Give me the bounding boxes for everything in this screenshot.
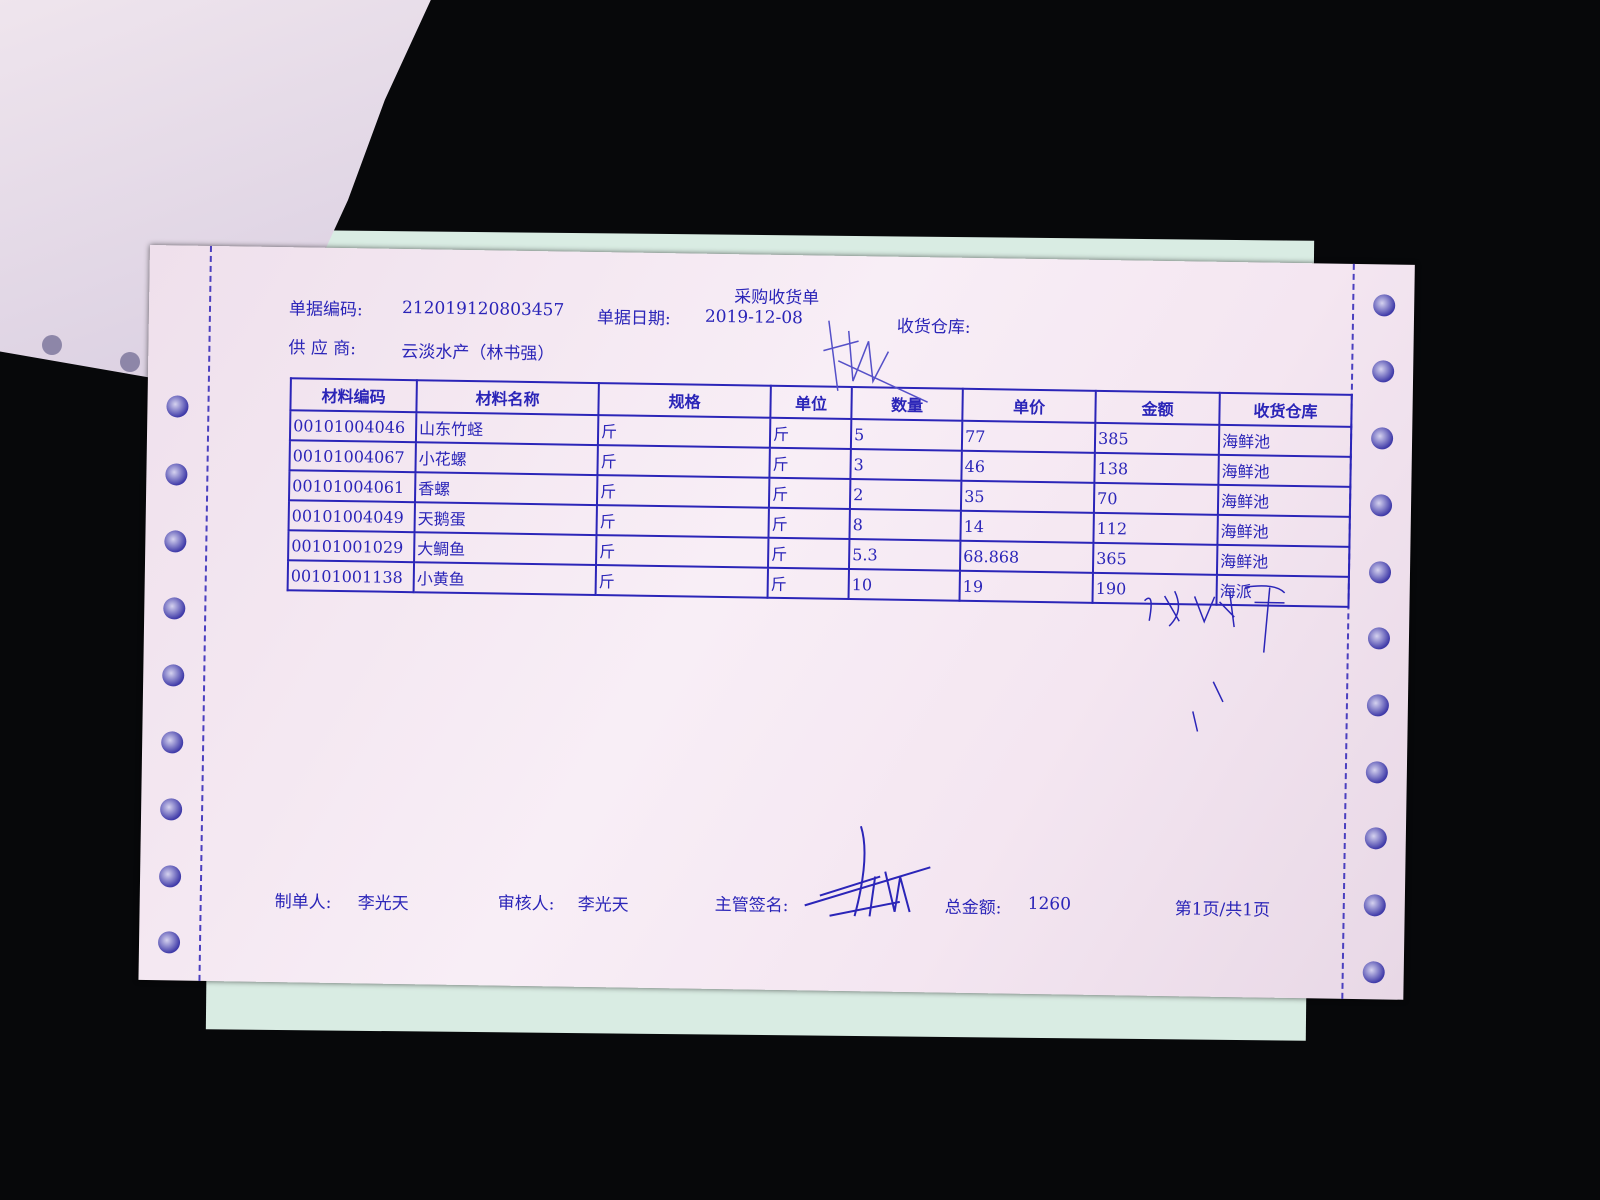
table-cell: 112 [1093,512,1218,545]
col-header: 金额 [1095,390,1220,425]
total-amount: 1260 [1027,893,1072,915]
table-cell: 00101001029 [288,530,415,563]
header-signature [823,320,928,403]
right-perforated-strip [1341,263,1415,1000]
col-header: 收货仓库 [1219,392,1352,427]
table-cell: 35 [960,480,1095,513]
table-cell: 斤 [769,447,851,480]
col-header: 规格 [598,383,771,418]
table-cell: 斤 [597,445,770,478]
col-header: 单价 [962,388,1096,423]
doc-no: 212019120803457 [401,297,565,321]
items-table: 材料编码 材料名称 规格 单位 数量 单价 金额 收货仓库 0010100404… [287,377,1353,608]
purchase-receipt-document: 采购收货单 单据编码: 212019120803457 单据日期: 2019-1… [138,245,1415,1000]
table-cell: 19 [959,570,1093,603]
table-cell: 天鹅蛋 [414,502,597,536]
table-cell: 斤 [597,415,771,448]
table-cell: 14 [960,510,1094,543]
table-cell: 大鲷鱼 [414,532,597,566]
table-cell: 小花螺 [415,442,598,476]
table-cell: 46 [961,450,1095,483]
col-header: 材料编码 [290,378,417,413]
table-cell: 斤 [596,535,769,568]
doc-no-label: 单据编码: [288,299,363,321]
document-title: 采购收货单 [734,287,820,309]
table-cell: 00101004061 [289,470,416,503]
maker-label: 制单人: [274,892,332,913]
table-cell: 3 [850,449,962,481]
table-cell: 10 [848,569,960,601]
receiver-signature [1144,585,1286,732]
col-header: 材料名称 [416,380,599,416]
table-cell: 斤 [596,475,770,508]
supervisor-label: 主管签名: [714,894,789,917]
table-cell: 斤 [768,477,851,510]
table-cell: 00101004046 [289,410,417,443]
table-cell: 海鲜池 [1218,454,1351,487]
table-cell: 香螺 [414,472,598,506]
total-label: 总金额: [944,897,1002,919]
perforation-hole [120,352,140,372]
reviewer: 李光天 [577,894,629,916]
table-cell: 385 [1094,422,1220,455]
table-cell: 00101004049 [288,500,415,533]
table-cell: 斤 [768,537,850,570]
table-cell: 海鲜池 [1218,424,1352,457]
reviewer-label: 审核人: [497,893,555,915]
table-cell: 365 [1092,542,1218,575]
left-perforated-strip [138,245,212,981]
table-cell: 70 [1093,482,1219,515]
doc-date-label: 单据日期: [596,308,671,330]
supervisor-signature [804,825,931,917]
table-cell: 138 [1094,452,1219,485]
table-cell: 山东竹蛏 [415,412,599,446]
table-cell: 海鲜池 [1217,514,1350,547]
table-cell: 00101004067 [289,440,416,473]
table-cell: 海鲜池 [1217,484,1351,517]
table-cell: 2 [849,479,962,511]
table-cell: 68.868 [959,540,1094,573]
table-cell: 斤 [768,507,850,540]
table-cell: 00101001138 [287,560,415,593]
table-cell: 5.3 [848,539,961,571]
table-cell: 77 [961,420,1096,453]
table-cell: 斤 [769,417,852,450]
table-cell: 斤 [596,505,769,538]
table-cell: 海鲜池 [1216,544,1350,577]
perforation-hole [42,335,62,355]
doc-date: 2019-12-08 [704,306,804,329]
table-cell: 小黄鱼 [413,562,597,596]
supplier-label: 供 应 商: [288,338,357,360]
maker: 李光天 [357,893,409,915]
page-indicator: 第1页/共1页 [1174,899,1271,921]
table-cell: 8 [849,509,961,541]
table-cell: 斤 [595,565,769,598]
table-cell: 5 [850,419,963,451]
table-cell: 斤 [767,567,849,600]
supplier: 云淡水产（林书强） [401,341,555,365]
